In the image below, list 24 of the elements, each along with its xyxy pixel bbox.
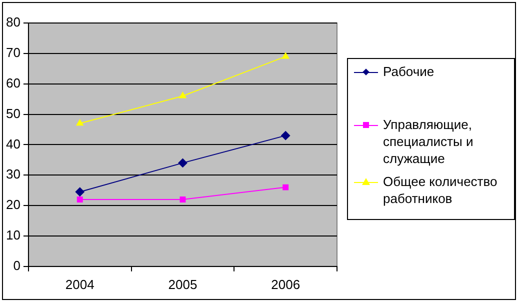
point	[282, 184, 289, 190]
y-tick-label: 10	[6, 228, 20, 243]
legend-label: Управляющие, специалисты и служащие	[383, 116, 474, 167]
legend-label: Общее количество работников	[383, 173, 498, 207]
point	[75, 187, 84, 196]
x-tick-label: 2006	[271, 276, 300, 292]
point	[281, 131, 290, 140]
point	[179, 92, 186, 98]
x-tick-label: 2005	[168, 276, 198, 292]
y-tick-label: 20	[6, 197, 20, 212]
point	[282, 52, 290, 59]
y-tick-label: 60	[6, 75, 20, 90]
y-tick-label: 0	[13, 258, 20, 273]
y-tick-label: 80	[6, 14, 20, 30]
point	[76, 196, 83, 202]
y-tick-label: 70	[6, 45, 20, 60]
point	[76, 119, 84, 126]
y-tick-label: 30	[6, 166, 20, 182]
y-tick-label: 50	[6, 106, 20, 121]
y-tick-label: 40	[6, 136, 20, 152]
point	[178, 158, 188, 168]
point	[180, 196, 186, 202]
x-tick-label: 2004	[65, 276, 94, 292]
legend-label: Рабочие	[383, 63, 434, 80]
